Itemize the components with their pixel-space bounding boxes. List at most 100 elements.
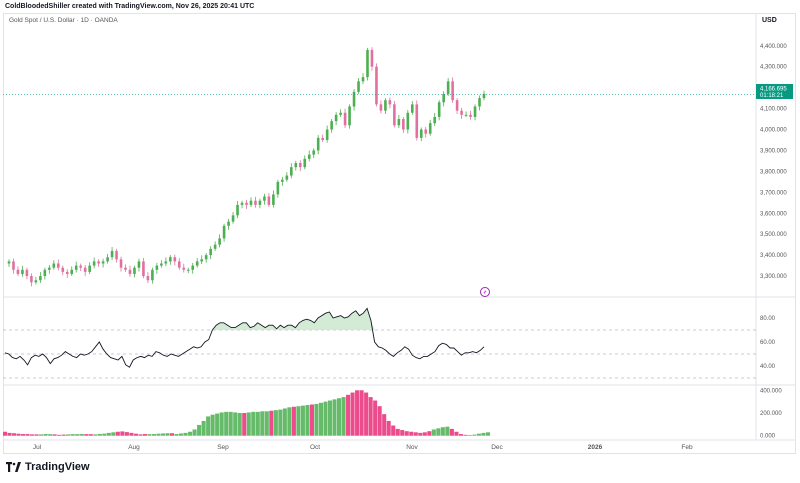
histogram-bar <box>165 433 170 436</box>
candle-body <box>397 119 401 126</box>
histogram-bar <box>2 431 8 436</box>
histogram-bar <box>287 407 292 436</box>
histogram-bar <box>368 397 373 436</box>
histogram-bar <box>391 425 396 436</box>
histogram-bar <box>355 390 360 436</box>
time-axis-label: Aug <box>128 444 140 451</box>
histogram-bar <box>449 428 454 436</box>
candle-body <box>186 269 190 271</box>
histogram-bar <box>242 413 247 436</box>
candle-body <box>343 112 347 126</box>
candle-body <box>43 269 47 277</box>
histogram-bar <box>341 397 346 436</box>
brand-logo[interactable]: TradingView <box>6 461 90 473</box>
histogram-bar <box>52 434 57 436</box>
candle-body <box>460 110 463 115</box>
histogram-bar <box>440 427 445 436</box>
histogram-bar <box>418 432 423 436</box>
candle-body <box>7 261 11 264</box>
histogram-bar <box>431 429 436 436</box>
candle-body <box>379 104 383 111</box>
candle-body <box>110 250 114 258</box>
histogram-bar <box>350 392 355 436</box>
candle-body <box>267 196 271 205</box>
price-tick-label: 3,300.000 <box>760 274 787 280</box>
price-tick-label: 3,500.000 <box>760 232 787 238</box>
candle-body <box>137 261 141 268</box>
candle-body <box>290 167 293 176</box>
histogram-bar <box>386 420 391 436</box>
histogram-bar <box>318 402 324 436</box>
candle-body <box>92 261 96 266</box>
candle-body <box>128 269 132 274</box>
price-badge-group: 4,166.695 01:18:21 <box>756 84 793 99</box>
currency-label[interactable]: USD <box>762 17 777 24</box>
time-axis-label: Sep <box>217 444 229 451</box>
time-axis-label: 2026 <box>588 444 603 451</box>
histogram-bar <box>11 433 17 436</box>
histogram-bar <box>395 428 400 436</box>
price-badge-bg <box>756 84 793 99</box>
candle-body <box>65 271 69 274</box>
histogram-bar <box>481 432 486 436</box>
histogram-bar <box>215 413 220 436</box>
candle-body <box>415 104 419 138</box>
symbol-legend[interactable]: Gold Spot / U.S. Dollar · 1D · OANDA <box>9 17 118 24</box>
candle-body <box>48 267 51 270</box>
histogram-bar <box>373 400 378 436</box>
candle-body <box>334 114 338 122</box>
candle-body <box>218 238 221 245</box>
histogram-bar <box>183 432 188 436</box>
candle-body <box>160 263 163 266</box>
candle-body <box>195 261 199 266</box>
histogram-bar <box>84 434 89 436</box>
chart-frame <box>3 13 796 454</box>
histogram-bar <box>346 394 351 436</box>
candle-body <box>169 257 172 262</box>
candle-body <box>52 263 56 268</box>
histogram-bar <box>305 405 310 436</box>
candle-body <box>115 250 118 260</box>
histogram-bar <box>296 406 301 436</box>
histogram-pane: 400.000 200.000 0.000 <box>2 388 782 440</box>
histogram-bar <box>472 434 477 436</box>
replay-icon[interactable] <box>480 287 490 297</box>
candle-body <box>321 137 324 140</box>
candle-body <box>482 93 486 99</box>
candle-body <box>56 263 60 268</box>
price-tick-label: 3,900.000 <box>760 148 787 154</box>
histogram-bar <box>66 434 71 436</box>
rsi-tick-label: 40.00 <box>760 364 776 370</box>
histogram-bar <box>188 431 193 436</box>
candle-body <box>245 202 248 205</box>
candle-body <box>325 129 329 140</box>
histogram-tick-label: 0.000 <box>760 434 776 440</box>
candle-body <box>361 77 365 82</box>
candle-body <box>437 102 441 117</box>
candle-body <box>119 259 123 268</box>
candle-body <box>370 49 374 67</box>
candle-body <box>254 200 257 205</box>
histogram-bar <box>255 411 260 436</box>
candle-body <box>411 104 414 113</box>
price-tick-label: 4,300.000 <box>760 65 787 71</box>
histogram-bar <box>382 414 387 436</box>
candle-body <box>433 116 437 124</box>
candle-body <box>236 204 239 216</box>
candle-body <box>428 123 432 134</box>
candle-body <box>285 175 289 180</box>
candle-body <box>339 112 342 115</box>
candle-body <box>61 267 65 272</box>
brand-name: TradingView <box>25 461 90 473</box>
candle-body <box>39 276 42 281</box>
price-badge-countdown: 01:18:21 <box>760 93 784 99</box>
candle-body <box>473 106 477 117</box>
candles-layer <box>3 47 756 287</box>
histogram-bar <box>133 433 138 436</box>
histogram-bar <box>169 433 175 436</box>
candle-body <box>133 267 136 274</box>
candle-body <box>70 269 74 274</box>
histogram-bar <box>233 412 238 436</box>
candle-body <box>249 200 253 205</box>
